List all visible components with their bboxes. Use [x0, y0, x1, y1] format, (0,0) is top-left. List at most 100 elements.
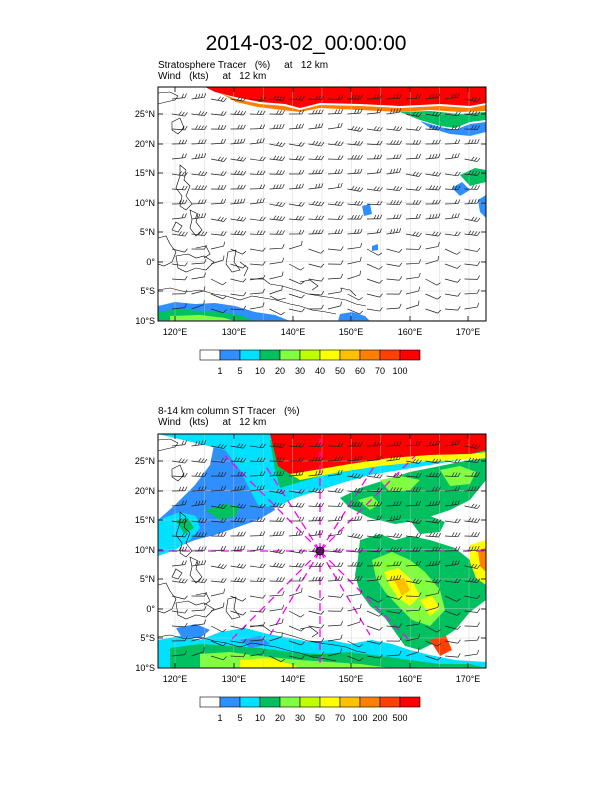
wind-barb: [366, 126, 383, 132]
wind-barb: [366, 595, 383, 603]
wind-barb: [171, 650, 187, 657]
wind-barb: [405, 300, 420, 310]
wind-barb: [327, 169, 344, 175]
wind-barb: [347, 293, 363, 301]
lon-label: 140°E: [281, 674, 306, 684]
wind-barb: [269, 562, 286, 568]
lon-label: 150°E: [339, 674, 364, 684]
wind-barb: [464, 302, 480, 310]
wind-barb: [327, 516, 344, 522]
wind-barb: [405, 153, 422, 160]
wind-barb: [347, 472, 364, 479]
wind-barb: [327, 634, 343, 642]
wind-barb: [191, 199, 207, 205]
wind-barb: [444, 153, 460, 160]
wind-barb: [269, 548, 286, 554]
wind-barb: [249, 443, 266, 449]
wind-barb: [327, 469, 343, 477]
wind-barb: [327, 140, 344, 146]
wind-barb: [347, 455, 363, 462]
wind-barb: [249, 156, 266, 162]
wind-barb: [425, 125, 442, 131]
wind-barb: [191, 439, 207, 447]
wind-barb: [210, 111, 227, 116]
wind-barb: [327, 648, 342, 657]
wind-barb: [366, 228, 382, 235]
wind-barb: [366, 248, 383, 256]
wind-barb: [308, 595, 325, 601]
wind-barb: [210, 171, 227, 176]
wind-barb: [191, 559, 207, 567]
wind-barb: [230, 652, 247, 658]
wind-barb: [171, 546, 188, 552]
wind-barb: [230, 184, 246, 190]
wind-barb: [444, 125, 461, 131]
colorbar-swatch: [379, 696, 401, 708]
wind-barb: [464, 649, 480, 657]
wind-barb: [308, 610, 325, 615]
wind-barb: [386, 276, 403, 281]
colorbar-swatch: [219, 696, 241, 708]
wind-barb: [347, 308, 364, 315]
wind-barb: [230, 531, 246, 537]
wind-barb: [444, 171, 461, 177]
figure-title: 2014-03-02_00:00:00: [205, 32, 407, 55]
colorbar-label: 70: [375, 366, 385, 376]
wind-barb: [230, 96, 247, 102]
wind-barb: [386, 487, 402, 492]
wind-barb: [386, 623, 403, 628]
wind-barb: [405, 578, 422, 584]
panel2-coastlines: [158, 438, 367, 662]
wind-barb: [386, 126, 403, 132]
wind-barb: [405, 440, 422, 447]
wind-barb: [308, 470, 324, 477]
wind-barb: [308, 109, 324, 115]
panel2-frame: [157, 433, 487, 669]
wind-barb: [425, 213, 441, 220]
wind-barb: [386, 167, 402, 175]
wind-barb: [464, 457, 481, 463]
wind-barb: [366, 278, 383, 284]
wind-barb: [288, 530, 304, 537]
wind-barb: [171, 622, 188, 628]
wind-barb: [405, 533, 422, 538]
lat-label: 5°S: [140, 633, 155, 643]
wind-barb: [191, 231, 208, 237]
wind-barb: [269, 285, 283, 295]
wind-barb: [269, 470, 285, 477]
wind-barb: [347, 441, 363, 447]
wind-barb: [464, 261, 481, 266]
wind-barb: [405, 647, 420, 657]
wind-barb: [191, 458, 208, 464]
wind-barb: [171, 532, 188, 538]
wind-barb: [269, 183, 285, 190]
wind-barb: [464, 185, 480, 190]
wind-barb: [249, 198, 265, 205]
lat-label: 10°S: [135, 316, 155, 326]
wind-barb: [288, 502, 305, 508]
wind-barb: [366, 293, 383, 298]
wind-barb: [210, 231, 227, 236]
wind-barb: [347, 515, 363, 522]
wind-barb: [347, 214, 363, 220]
wind-barb: [347, 501, 363, 507]
wind-barb: [230, 457, 247, 463]
wind-barb: [464, 156, 481, 162]
wind-barb: [269, 517, 285, 522]
lon-label: 130°E: [222, 674, 247, 684]
wind-barb: [171, 458, 188, 464]
wind-barb: [171, 560, 187, 567]
wind-barb: [444, 231, 461, 237]
wind-barb: [269, 655, 285, 663]
wind-barb: [288, 625, 305, 632]
wind-barb: [425, 139, 441, 145]
wind-barb: [210, 518, 227, 523]
wind-barb: [191, 125, 207, 130]
lon-label: 160°E: [398, 327, 423, 337]
wind-barb: [327, 122, 343, 130]
wind-barb: [347, 125, 364, 132]
wind-barb: [405, 245, 422, 250]
wind-barb: [289, 169, 305, 175]
wind-barb: [210, 602, 225, 612]
wind-barb: [308, 95, 325, 101]
